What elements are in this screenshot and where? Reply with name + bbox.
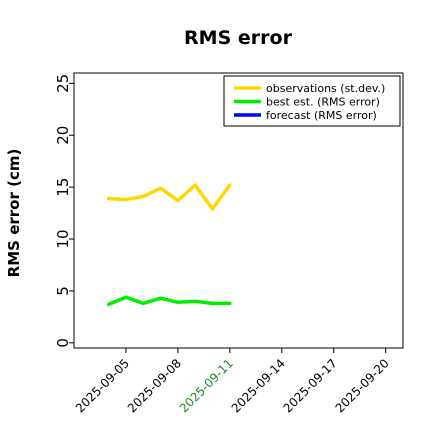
series-line-2 — [106, 295, 232, 307]
x-tick-label: 2025-09-11 — [177, 356, 236, 415]
legend: observations (st.dev.)best est. (RMS err… — [223, 75, 401, 127]
y-tick-label: 20 — [54, 126, 72, 145]
y-tick-label: 5 — [54, 286, 72, 296]
y-tick-label: 15 — [54, 178, 72, 197]
y-axis-label: RMS error (cm) — [5, 149, 23, 278]
x-tick-label: 2025-09-14 — [229, 356, 288, 415]
y-axis-ticks: 0 5 10 15 20 25 — [54, 74, 74, 348]
x-tick-label: 2025-09-05 — [73, 356, 132, 415]
x-tick-label: 2025-09-17 — [281, 356, 340, 415]
y-tick-label: 10 — [54, 229, 72, 248]
y-tick-label: 0 — [54, 338, 72, 348]
legend-entry: observations (st.dev.) — [266, 82, 385, 95]
legend-entry: best est. (RMS error) — [266, 96, 380, 109]
x-tick-label: 2025-09-08 — [125, 356, 184, 415]
chart-title: RMS error — [184, 27, 293, 49]
x-tick-label: 2025-09-20 — [333, 356, 392, 415]
legend-entry: forecast (RMS error) — [266, 109, 377, 122]
series-layer — [106, 183, 232, 307]
x-axis-ticks: 2025-09-052025-09-082025-09-112025-09-14… — [73, 348, 392, 415]
series-line-1 — [106, 183, 232, 211]
y-tick-label: 25 — [54, 74, 72, 93]
